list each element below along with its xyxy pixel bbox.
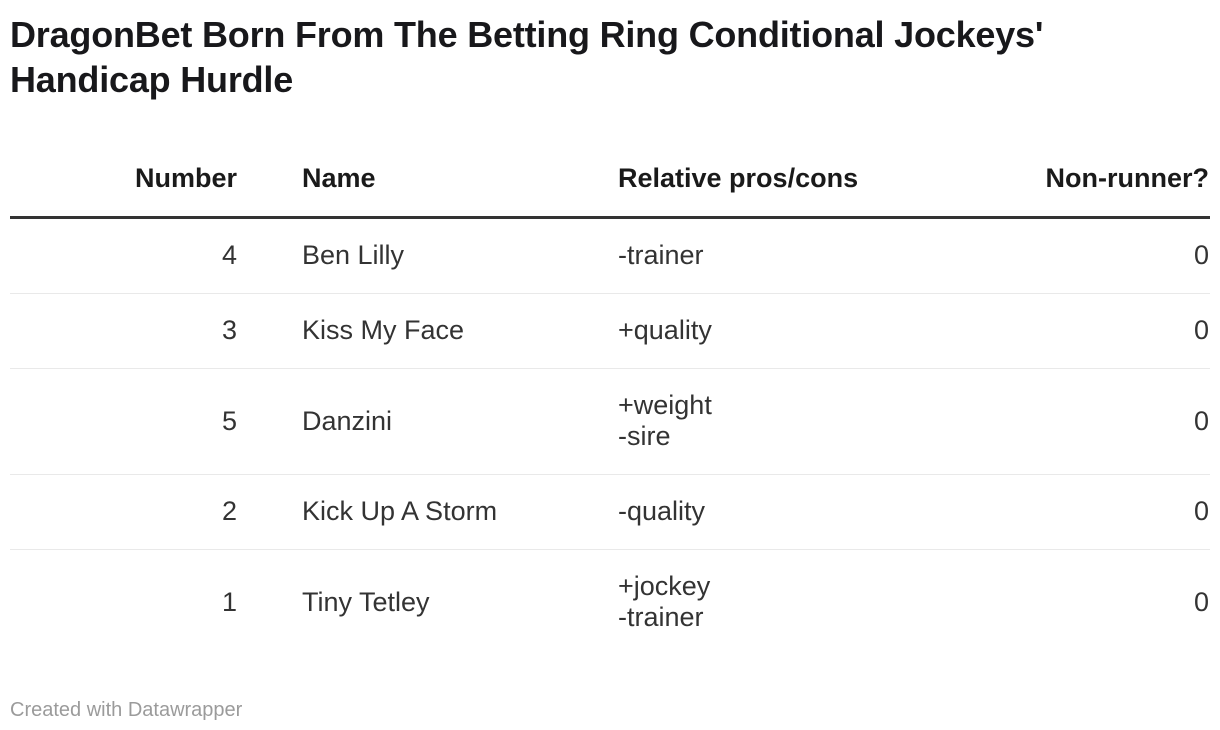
cell-pros-cons: +weight -sire — [618, 390, 712, 451]
cell-non-runner: 0 — [1193, 496, 1209, 526]
table-header-row: Number Name Relative pros/cons Non-runne… — [10, 145, 1210, 218]
cell-name: Kick Up A Storm — [302, 496, 498, 526]
cell-pros-cons: +jockey -trainer — [618, 571, 711, 632]
datawrapper-credit-link[interactable]: Created with Datawrapper — [10, 699, 243, 721]
table-body: 4 Ben Lilly -trainer 0 3 Kiss My Face +q… — [10, 218, 1210, 656]
table-row: 1 Tiny Tetley +jockey -trainer 0 — [10, 549, 1210, 656]
cell-non-runner: 0 — [1193, 586, 1209, 617]
cell-number: 2 — [221, 496, 237, 526]
cell-non-runner: 0 — [1193, 405, 1209, 436]
cell-name: Danzini — [302, 405, 393, 436]
table-row: 3 Kiss My Face +quality 0 — [10, 293, 1210, 369]
cell-number: 1 — [221, 586, 237, 617]
chart-footer: Created with Datawrapper — [10, 698, 1210, 722]
page-title: DragonBet Born From The Betting Ring Con… — [10, 14, 1044, 100]
cell-name: Kiss My Face — [302, 315, 465, 345]
cell-non-runner: 0 — [1193, 240, 1209, 270]
cell-name: Ben Lilly — [302, 240, 405, 270]
col-header-name: Name — [302, 163, 376, 193]
cell-pros-cons: -quality — [618, 496, 706, 526]
cell-number: 5 — [221, 405, 237, 436]
data-table: Number Name Relative pros/cons Non-runne… — [10, 145, 1210, 655]
cell-pros-cons: +quality — [618, 315, 712, 345]
cell-number: 3 — [221, 315, 237, 345]
col-header-non-runner: Non-runner? — [1045, 163, 1209, 193]
table-row: 4 Ben Lilly -trainer 0 — [10, 218, 1210, 294]
cell-number: 4 — [221, 240, 237, 270]
cell-pros-cons: -trainer — [618, 240, 704, 270]
col-header-pros-cons: Relative pros/cons — [618, 163, 859, 193]
col-header-number: Number — [134, 163, 237, 193]
cell-name: Tiny Tetley — [302, 586, 430, 617]
table-header: Number Name Relative pros/cons Non-runne… — [10, 145, 1210, 218]
table-row: 5 Danzini +weight -sire 0 — [10, 368, 1210, 475]
table-row: 2 Kick Up A Storm -quality 0 — [10, 474, 1210, 550]
cell-non-runner: 0 — [1193, 315, 1209, 345]
